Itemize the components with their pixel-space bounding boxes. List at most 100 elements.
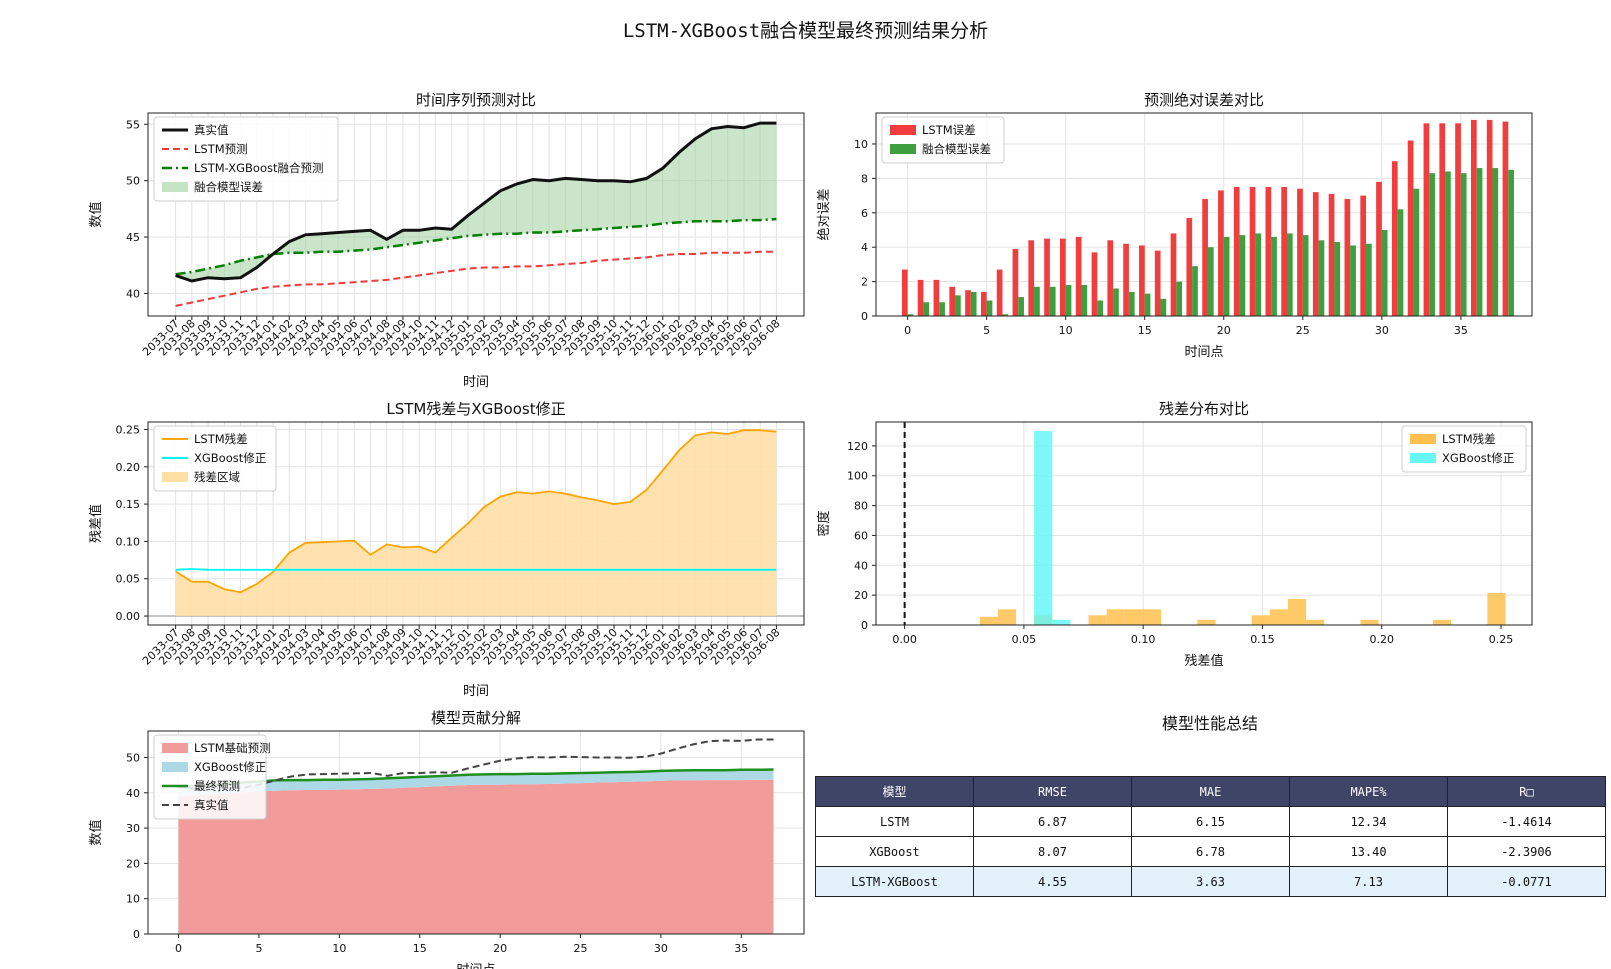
y-tick-label: 80 — [854, 500, 868, 513]
bar-fusion-error — [1034, 286, 1040, 316]
bar-fusion-error — [1397, 209, 1404, 316]
bar-lstm-error — [1376, 181, 1382, 316]
table-cell: 7.13 — [1289, 866, 1448, 897]
bar-lstm-error — [901, 269, 908, 316]
x-tick-label: 5 — [255, 942, 262, 955]
table-cell: -0.0771 — [1447, 866, 1606, 897]
x-tick-label: 5 — [983, 324, 990, 337]
hist-bar-lstm-residual — [1487, 592, 1506, 625]
y-tick-label: 0.05 — [116, 573, 141, 586]
legend-label: XGBoost修正 — [1442, 451, 1514, 465]
bar-fusion-error — [986, 300, 993, 316]
table-cell: 6.15 — [1131, 806, 1290, 837]
table-header-cell: RMSE — [973, 776, 1132, 807]
table-cell: 3.63 — [1131, 866, 1290, 897]
legend-label: LSTM残差 — [194, 432, 248, 446]
y-tick-label: 60 — [854, 529, 868, 542]
figure-title: LSTM-XGBoost融合模型最终预测结果分析 — [622, 20, 989, 42]
bar-lstm-error — [949, 286, 956, 316]
x-axis-label: 时间 — [463, 684, 489, 699]
performance-table: 模型 RMSE MAE MAPE% R□ LSTM 6.87 6.15 12.3… — [815, 776, 1606, 897]
x-axis-label: 时间点 — [456, 963, 495, 969]
bar-lstm-error — [1123, 243, 1129, 316]
table-cell: 6.78 — [1131, 836, 1290, 867]
legend-label: 最终预测 — [194, 779, 240, 793]
bar-fusion-error — [1429, 173, 1435, 316]
bar-lstm-error — [1344, 199, 1351, 316]
legend-swatch — [890, 144, 916, 154]
bar-lstm-error — [1312, 192, 1319, 316]
bar-fusion-error — [939, 302, 945, 316]
bar-lstm-error — [1059, 238, 1066, 316]
table-row: XGBoost 8.07 6.78 13.40 -2.3906 — [815, 836, 1606, 867]
x-tick-label: 0.10 — [1131, 633, 1156, 646]
table-row-highlighted: LSTM-XGBoost 4.55 3.63 7.13 -0.0771 — [815, 866, 1606, 897]
bar-fusion-error — [955, 295, 961, 316]
hist-bar-lstm-residual — [1124, 609, 1143, 625]
y-tick-label: 20 — [854, 589, 868, 602]
bar-lstm-error — [1154, 250, 1161, 316]
x-tick-label: 25 — [574, 942, 588, 955]
bar-fusion-error — [1160, 298, 1167, 316]
bar-fusion-error — [1192, 266, 1198, 316]
x-tick-label: 0.00 — [892, 633, 917, 646]
bar-lstm-error — [1075, 236, 1082, 316]
y-tick-label: 0 — [861, 310, 868, 323]
hist-bar-lstm-residual — [1197, 619, 1216, 625]
table-cell: 4.55 — [973, 866, 1132, 897]
bar-lstm-error — [1091, 252, 1098, 316]
hist-bar-lstm-residual — [1088, 615, 1107, 625]
bar-lstm-error — [1170, 233, 1177, 316]
bar-fusion-error — [1002, 314, 1009, 316]
y-tick-label: 40 — [126, 787, 140, 800]
bar-lstm-error — [1107, 240, 1114, 316]
bar-fusion-error — [1176, 281, 1183, 316]
x-tick-label: 20 — [493, 942, 507, 955]
bar-lstm-error — [1202, 199, 1208, 316]
legend-swatch — [162, 182, 188, 192]
bar-lstm-error — [1455, 123, 1461, 316]
axes-frame — [875, 421, 1533, 626]
table-cell: -2.3906 — [1447, 836, 1606, 867]
bar-lstm-error — [1281, 186, 1287, 316]
x-axis-label: 残差值 — [1184, 653, 1223, 669]
x-tick-label: 0 — [904, 324, 911, 337]
legend-swatch — [890, 125, 916, 135]
stack-area-xgboost-correction — [178, 769, 774, 797]
bar-lstm-error — [1439, 123, 1446, 316]
legend-swatch — [1410, 434, 1436, 444]
bar-fusion-error — [1350, 245, 1356, 316]
x-tick-label: 0 — [175, 942, 182, 955]
hist-bar-lstm-residual — [1251, 615, 1270, 625]
bar-fusion-error — [1286, 233, 1293, 316]
y-tick-label: 30 — [126, 822, 140, 835]
y-axis-label: 数值 — [88, 201, 104, 227]
y-tick-label: 0.15 — [116, 498, 141, 511]
table-cell: -1.4614 — [1447, 806, 1606, 837]
legend-label: LSTM误差 — [922, 123, 976, 137]
bar-lstm-error — [1407, 140, 1414, 316]
bar-lstm-error — [965, 290, 971, 316]
bar-fusion-error — [1128, 291, 1135, 316]
bar-fusion-error — [1144, 293, 1151, 316]
table-header-cell: R□ — [1447, 776, 1606, 807]
bar-fusion-error — [1334, 242, 1341, 316]
x-tick-label: 25 — [1296, 324, 1310, 337]
legend-swatch — [162, 472, 188, 482]
bar-fusion-error — [1018, 297, 1024, 316]
stack-area-lstm-base — [178, 779, 774, 934]
bar-fusion-error — [1255, 233, 1262, 316]
bar-lstm-error — [1470, 119, 1477, 317]
x-tick-label: 10 — [332, 942, 346, 955]
bar-lstm-error — [1265, 186, 1272, 316]
y-tick-label: 2 — [861, 276, 868, 289]
bar-lstm-error — [1012, 248, 1019, 316]
plot-title: 时间序列预测对比 — [416, 91, 536, 109]
table-header-cell: MAPE% — [1289, 776, 1448, 807]
bar-fusion-error — [1207, 247, 1214, 316]
bar-fusion-error — [1223, 236, 1230, 316]
table-cell: LSTM-XGBoost — [815, 866, 974, 897]
series-line-lstm — [175, 250, 777, 307]
table-header-row: 模型 RMSE MAE MAPE% R□ — [815, 776, 1606, 807]
bar-fusion-error — [1381, 229, 1388, 316]
